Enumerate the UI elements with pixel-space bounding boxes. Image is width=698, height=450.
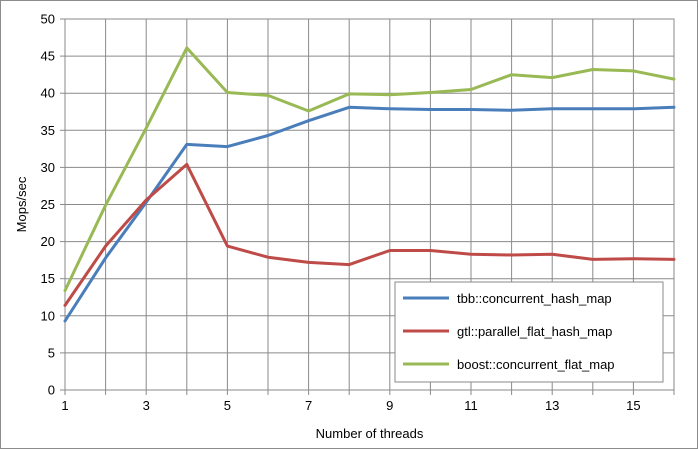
series-line-3 (63, 46, 676, 293)
series-line-1 (63, 105, 676, 323)
x-tick-label: 15 (626, 398, 640, 413)
y-tick-label: 20 (41, 234, 55, 249)
y-tick-label: 25 (41, 197, 55, 212)
x-tick-label: 9 (386, 398, 393, 413)
x-tick-label: 1 (61, 398, 68, 413)
legend-label-1: tbb::concurrent_hash_map (457, 291, 612, 306)
x-axis-title: Number of threads (316, 426, 424, 441)
series-line-2 (63, 162, 676, 307)
y-tick-label: 15 (41, 271, 55, 286)
series-lines (63, 46, 676, 323)
x-axis-tick-labels: 1 3 5 7 9 11 13 15 (61, 398, 640, 413)
y-tick-label: 35 (41, 123, 55, 138)
legend-label-3: boost::concurrent_flat_map (457, 357, 615, 372)
y-tick-label: 5 (48, 345, 55, 360)
y-tick-label: 10 (41, 308, 55, 323)
y-axis-title: Mops/sec (14, 176, 29, 232)
y-axis-tick-labels: 0 5 10 15 20 25 30 35 40 45 50 (41, 12, 55, 398)
y-tick-label: 30 (41, 160, 55, 175)
y-tick-label: 45 (41, 49, 55, 64)
x-tick-label: 13 (545, 398, 559, 413)
legend-label-2: gtl::parallel_flat_hash_map (457, 324, 612, 339)
y-tick-label: 50 (41, 12, 55, 27)
x-tick-label: 7 (305, 398, 312, 413)
y-tick-label: 0 (48, 383, 55, 398)
plot-area-border (60, 18, 675, 395)
x-tick-label: 11 (464, 398, 478, 413)
legend: tbb::concurrent_hash_mapgtl::parallel_fl… (394, 281, 664, 383)
y-tick-label: 40 (41, 86, 55, 101)
x-tick-label: 3 (143, 398, 150, 413)
x-tick-label: 5 (224, 398, 231, 413)
